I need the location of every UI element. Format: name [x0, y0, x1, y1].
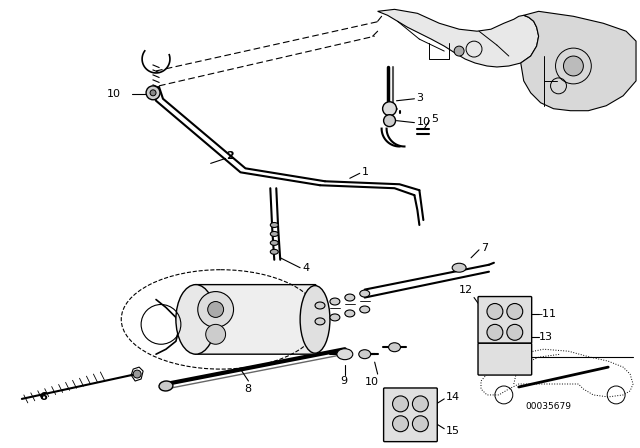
Ellipse shape: [330, 298, 340, 305]
Circle shape: [454, 46, 464, 56]
Text: 5: 5: [431, 114, 438, 124]
Text: 4: 4: [302, 263, 309, 273]
Text: 1: 1: [362, 167, 369, 177]
Text: 2: 2: [227, 151, 234, 161]
Circle shape: [487, 303, 503, 319]
Ellipse shape: [388, 343, 401, 352]
Circle shape: [507, 303, 523, 319]
Circle shape: [133, 370, 141, 378]
Ellipse shape: [345, 310, 355, 317]
Ellipse shape: [360, 306, 370, 313]
Text: 12: 12: [459, 284, 473, 295]
Ellipse shape: [159, 381, 173, 391]
Ellipse shape: [315, 318, 325, 325]
Circle shape: [563, 56, 583, 76]
Text: 3: 3: [417, 93, 424, 103]
Circle shape: [383, 102, 397, 116]
Ellipse shape: [315, 302, 325, 309]
Ellipse shape: [270, 241, 278, 246]
Text: 10: 10: [106, 89, 120, 99]
Text: 15: 15: [446, 426, 460, 436]
Text: 7: 7: [481, 243, 488, 253]
Circle shape: [208, 302, 223, 318]
Circle shape: [392, 396, 408, 412]
Ellipse shape: [452, 263, 466, 272]
Circle shape: [507, 324, 523, 340]
Ellipse shape: [270, 223, 278, 228]
Ellipse shape: [270, 250, 278, 254]
Ellipse shape: [270, 232, 278, 237]
FancyBboxPatch shape: [478, 343, 532, 375]
Circle shape: [198, 292, 234, 327]
Ellipse shape: [337, 349, 353, 360]
Circle shape: [412, 396, 428, 412]
Ellipse shape: [176, 284, 216, 354]
Circle shape: [487, 324, 503, 340]
FancyBboxPatch shape: [383, 388, 437, 442]
Text: -11: -11: [539, 310, 557, 319]
Text: 8: 8: [244, 384, 252, 394]
Text: 13: 13: [539, 332, 552, 342]
Text: 10: 10: [365, 377, 379, 387]
Circle shape: [146, 86, 160, 100]
Text: 00035679: 00035679: [525, 402, 572, 411]
Text: 10: 10: [417, 116, 430, 127]
Text: 9: 9: [340, 376, 347, 386]
Ellipse shape: [360, 290, 370, 297]
Text: 14: 14: [446, 392, 460, 402]
Ellipse shape: [300, 286, 330, 353]
Polygon shape: [378, 9, 539, 67]
Circle shape: [392, 416, 408, 432]
FancyBboxPatch shape: [195, 284, 316, 354]
Circle shape: [412, 416, 428, 432]
Ellipse shape: [359, 350, 371, 359]
Circle shape: [205, 324, 225, 344]
Circle shape: [383, 115, 396, 127]
Text: 6: 6: [40, 392, 47, 402]
Circle shape: [150, 90, 156, 96]
Ellipse shape: [345, 294, 355, 301]
FancyBboxPatch shape: [478, 297, 532, 343]
Ellipse shape: [330, 314, 340, 321]
Polygon shape: [521, 11, 636, 111]
